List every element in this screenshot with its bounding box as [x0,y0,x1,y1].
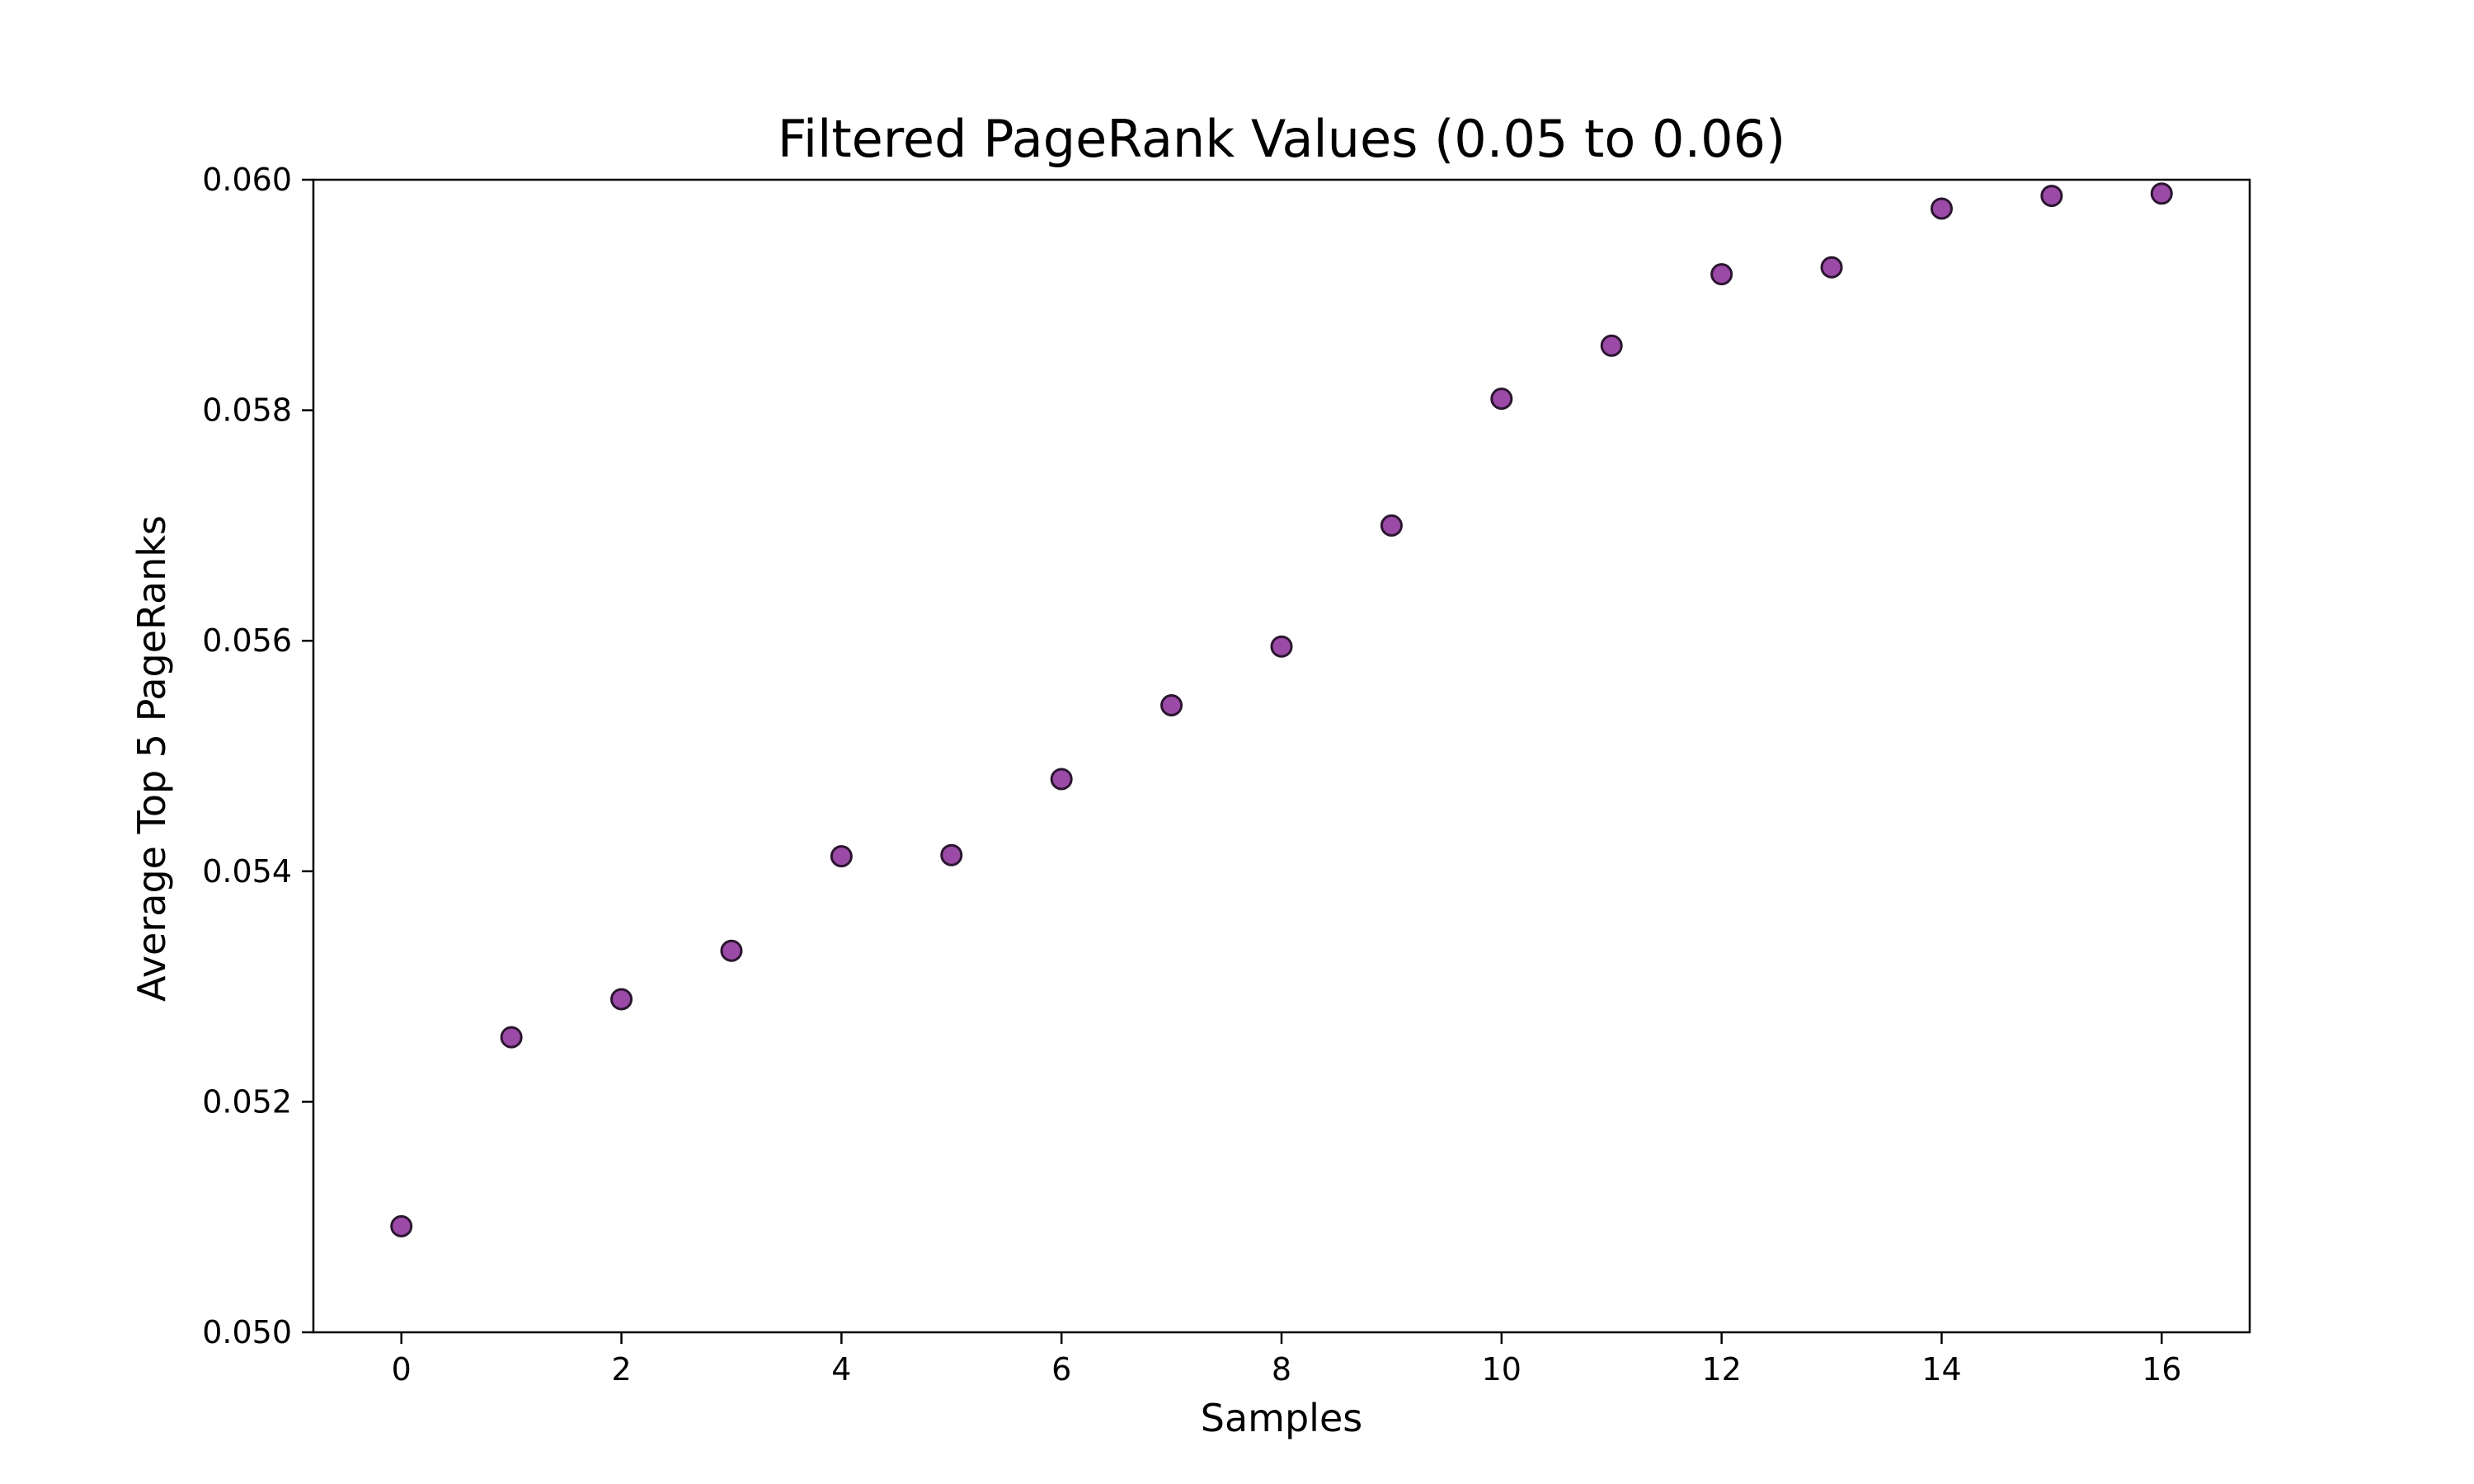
x-tick-label: 4 [831,1351,851,1388]
x-tick-label: 0 [392,1351,412,1388]
y-tick-label: 0.054 [202,853,292,890]
plot-area: 0 2 4 6 8 10 12 14 16 0.050 0.052 0.054 0.056 0.058 0.… [202,162,2251,1388]
y-axis-label: Average Top 5 PageRanks [129,515,174,1002]
data-point [500,1026,523,1049]
x-tick-label: 2 [611,1351,631,1388]
data-point [720,939,743,962]
data-point [1710,263,1733,286]
y-tick-label: 0.052 [202,1083,292,1120]
data-point [830,845,853,868]
x-tick-label: 8 [1272,1351,1291,1388]
data-point [1930,197,1953,220]
x-tick-label: 10 [1482,1351,1522,1388]
data-point [1490,387,1513,411]
data-point [390,1214,413,1237]
data-point [1270,635,1293,658]
y-tick-label: 0.050 [202,1314,292,1350]
x-tick-label: 6 [1051,1351,1071,1388]
data-point [940,843,963,866]
data-point [2040,185,2063,208]
data-point [610,988,633,1011]
data-point [1820,256,1843,279]
x-tick-label: 12 [1701,1351,1741,1388]
data-point [1600,334,1623,357]
x-tick-label: 16 [2142,1351,2181,1388]
y-tick-label: 0.060 [202,162,292,198]
y-tick-label: 0.058 [202,392,292,429]
data-point [1160,693,1183,716]
chart-title: Filtered PageRank Values (0.05 to 0.06) [778,109,1786,169]
data-point [1050,768,1073,791]
x-tick-label: 14 [1921,1351,1961,1388]
x-axis-label: Samples [1201,1396,1362,1440]
data-point [2150,182,2173,205]
data-point [1380,514,1403,537]
y-tick-label: 0.056 [202,622,292,659]
